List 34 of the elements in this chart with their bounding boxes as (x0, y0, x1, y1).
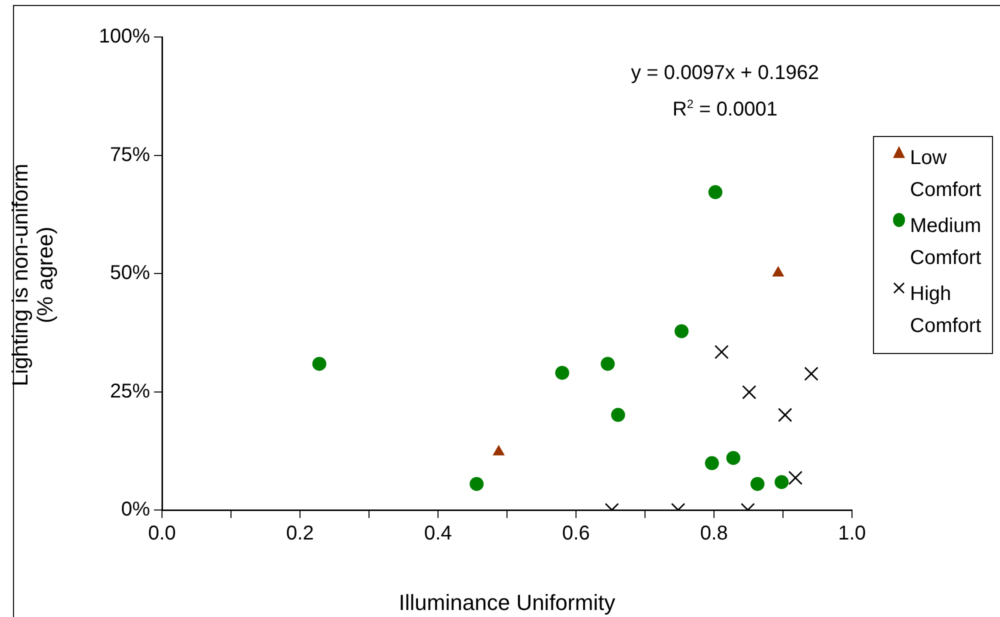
point (726, 450, 740, 465)
x-axis-title: Illuminance Uniformity (398, 590, 616, 615)
point (774, 475, 789, 490)
point (704, 456, 719, 470)
y-tick-label: 75% (110, 144, 150, 166)
x-tick-label: 0.8 (700, 522, 728, 545)
annotation: R$^{2}$ = 0.0001 (671, 96, 779, 123)
point (804, 366, 818, 381)
point (600, 356, 615, 371)
point (312, 356, 326, 371)
x-tick-label: 0.6 (562, 522, 590, 545)
x-tick-label: 0.2 (286, 522, 314, 545)
point (674, 324, 689, 338)
y-tick-label: 50% (110, 262, 150, 284)
annotation: y = 0.0097x + 0.1962 (630, 61, 820, 86)
point (555, 366, 570, 380)
point (708, 185, 722, 200)
x-tick-label: 0.4 (424, 522, 452, 545)
y-tick-label: 100% (98, 26, 150, 48)
point (788, 470, 803, 485)
point (778, 408, 792, 422)
point (742, 385, 756, 400)
y-tick-label: 25% (110, 380, 150, 402)
point (611, 408, 626, 422)
y-axis-title: Lighting is non-uniform (% agree) (8, 162, 58, 388)
legend-label: Low Comfort (910, 146, 982, 203)
x-tick-label: 1.0 (838, 522, 866, 545)
x-tick-label: 0.0 (148, 522, 176, 545)
point (714, 344, 729, 360)
point (750, 476, 764, 491)
legend-label: Medium Comfort (910, 214, 982, 271)
point (470, 476, 484, 491)
legend-label: High Comfort (910, 282, 982, 339)
y-tick-label: 0% (121, 498, 150, 521)
